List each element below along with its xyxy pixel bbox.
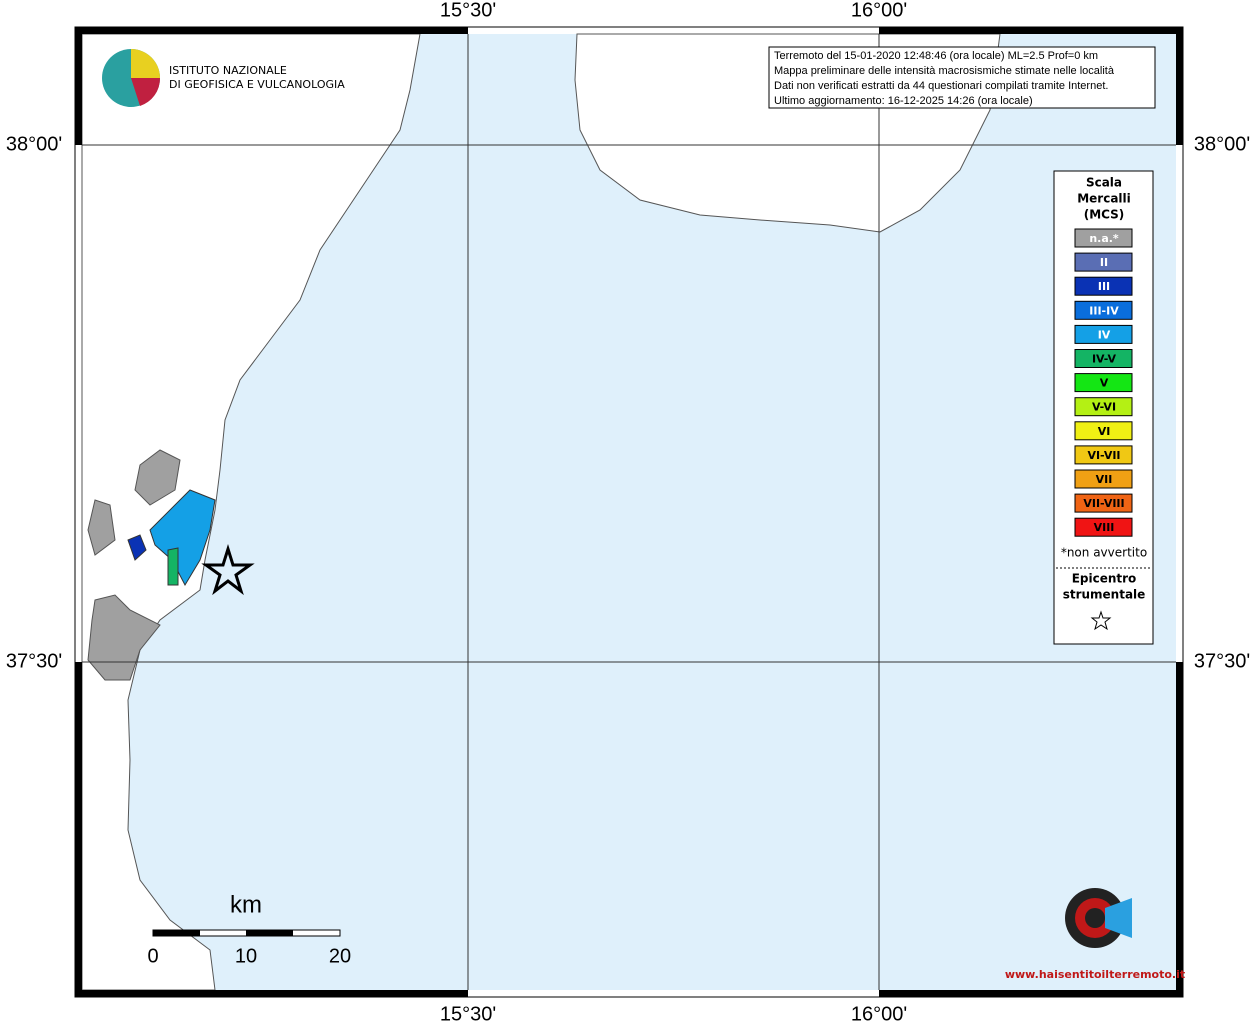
legend-swatch [1074,469,1133,489]
info-line: Mappa preliminare delle intensità macros… [774,65,1115,77]
blue-area [149,489,216,587]
lon-label: 15°30' [440,0,496,21]
info: Terremoto del 15-01-2020 12:48:46 (ora l… [774,50,1115,107]
lon-label: 16°00' [851,1003,907,1024]
legend-label: II [1100,256,1108,269]
legend-swatch [1074,324,1133,344]
legend-label: III [1098,280,1110,293]
legend-swatch [1074,397,1133,417]
lat-label: 38°00' [1194,133,1250,155]
legend-title: Mercalli [1077,192,1131,206]
legend-swatch [1074,228,1133,248]
blue-area [127,534,147,561]
legend-label: VII-VIII [1083,497,1124,510]
legend-swatch [1074,252,1133,272]
epicentre [201,543,255,596]
gray-area [87,449,181,681]
info-line: Terremoto del 15-01-2020 12:48:46 (ora l… [774,50,1098,62]
scale-tick: 20 [329,945,351,967]
scale-bar: km 0 10 20 [147,891,351,967]
scale-tick: 10 [235,945,257,967]
legend-label: V-VI [1092,401,1116,414]
legend-swatch [1074,300,1133,320]
legend-label: VI-VII [1087,449,1120,462]
scale-tick: 0 [147,945,158,967]
lon-label: 15°30' [440,1003,496,1024]
legend-note: *non avvertito [1061,546,1147,560]
legend-epicentre: strumentale [1063,588,1146,602]
logo-text: ISTITUTO NAZIONALE [169,64,287,77]
legend-swatch [1074,421,1133,441]
lat-label: 37°30' [1194,650,1250,672]
legend-title: (MCS) [1084,208,1125,222]
site-text: www.haisentitoilterremoto.it [1005,968,1185,981]
legend-items: ScalaMercalli(MCS)n.a.*IIIIIIII-IVIVIV-V… [1061,176,1147,602]
legend-swatch [1074,517,1133,537]
legend-label: IV-V [1092,353,1117,366]
lat-label: 38°00' [6,133,62,155]
frame [74,26,1184,998]
legend-swatch [1074,349,1133,368]
logo-text: DI GEOFISICA E VULCANOLOGIA [169,78,345,91]
info-line: Dati non verificati estratti da 44 quest… [774,80,1108,92]
legend-star [1090,610,1112,631]
legend-swatch [1074,373,1133,393]
legend-label: n.a.* [1089,232,1119,245]
legend-epicentre: Epicentro [1072,572,1137,586]
info-line: Ultimo aggiornamento: 16-12-2025 14:26 (… [774,95,1033,107]
legend-swatch [1074,276,1133,296]
legend-label: IV [1098,328,1111,341]
land [81,33,421,991]
legend-label: VIII [1094,521,1115,534]
lat-label: 37°30' [6,650,62,672]
green-area [167,547,179,586]
site-logo: www.haisentitoilterremoto.it [1005,888,1185,981]
legend-title: Scala [1086,176,1122,190]
info-box [768,46,1156,109]
legend-label: VII [1096,473,1113,486]
scale-unit: km [230,891,262,918]
ingv-logo: ISTITUTO NAZIONALE DI GEOFISICA E VULCAN… [102,49,345,107]
legend-swatch [1074,493,1133,513]
lon-label: 16°00' [851,0,907,21]
legend-label: VI [1098,425,1111,438]
legend-label: V [1100,377,1109,390]
legend-label: III-IV [1089,304,1119,317]
grid [82,34,1176,990]
legend-swatch [1074,445,1133,465]
